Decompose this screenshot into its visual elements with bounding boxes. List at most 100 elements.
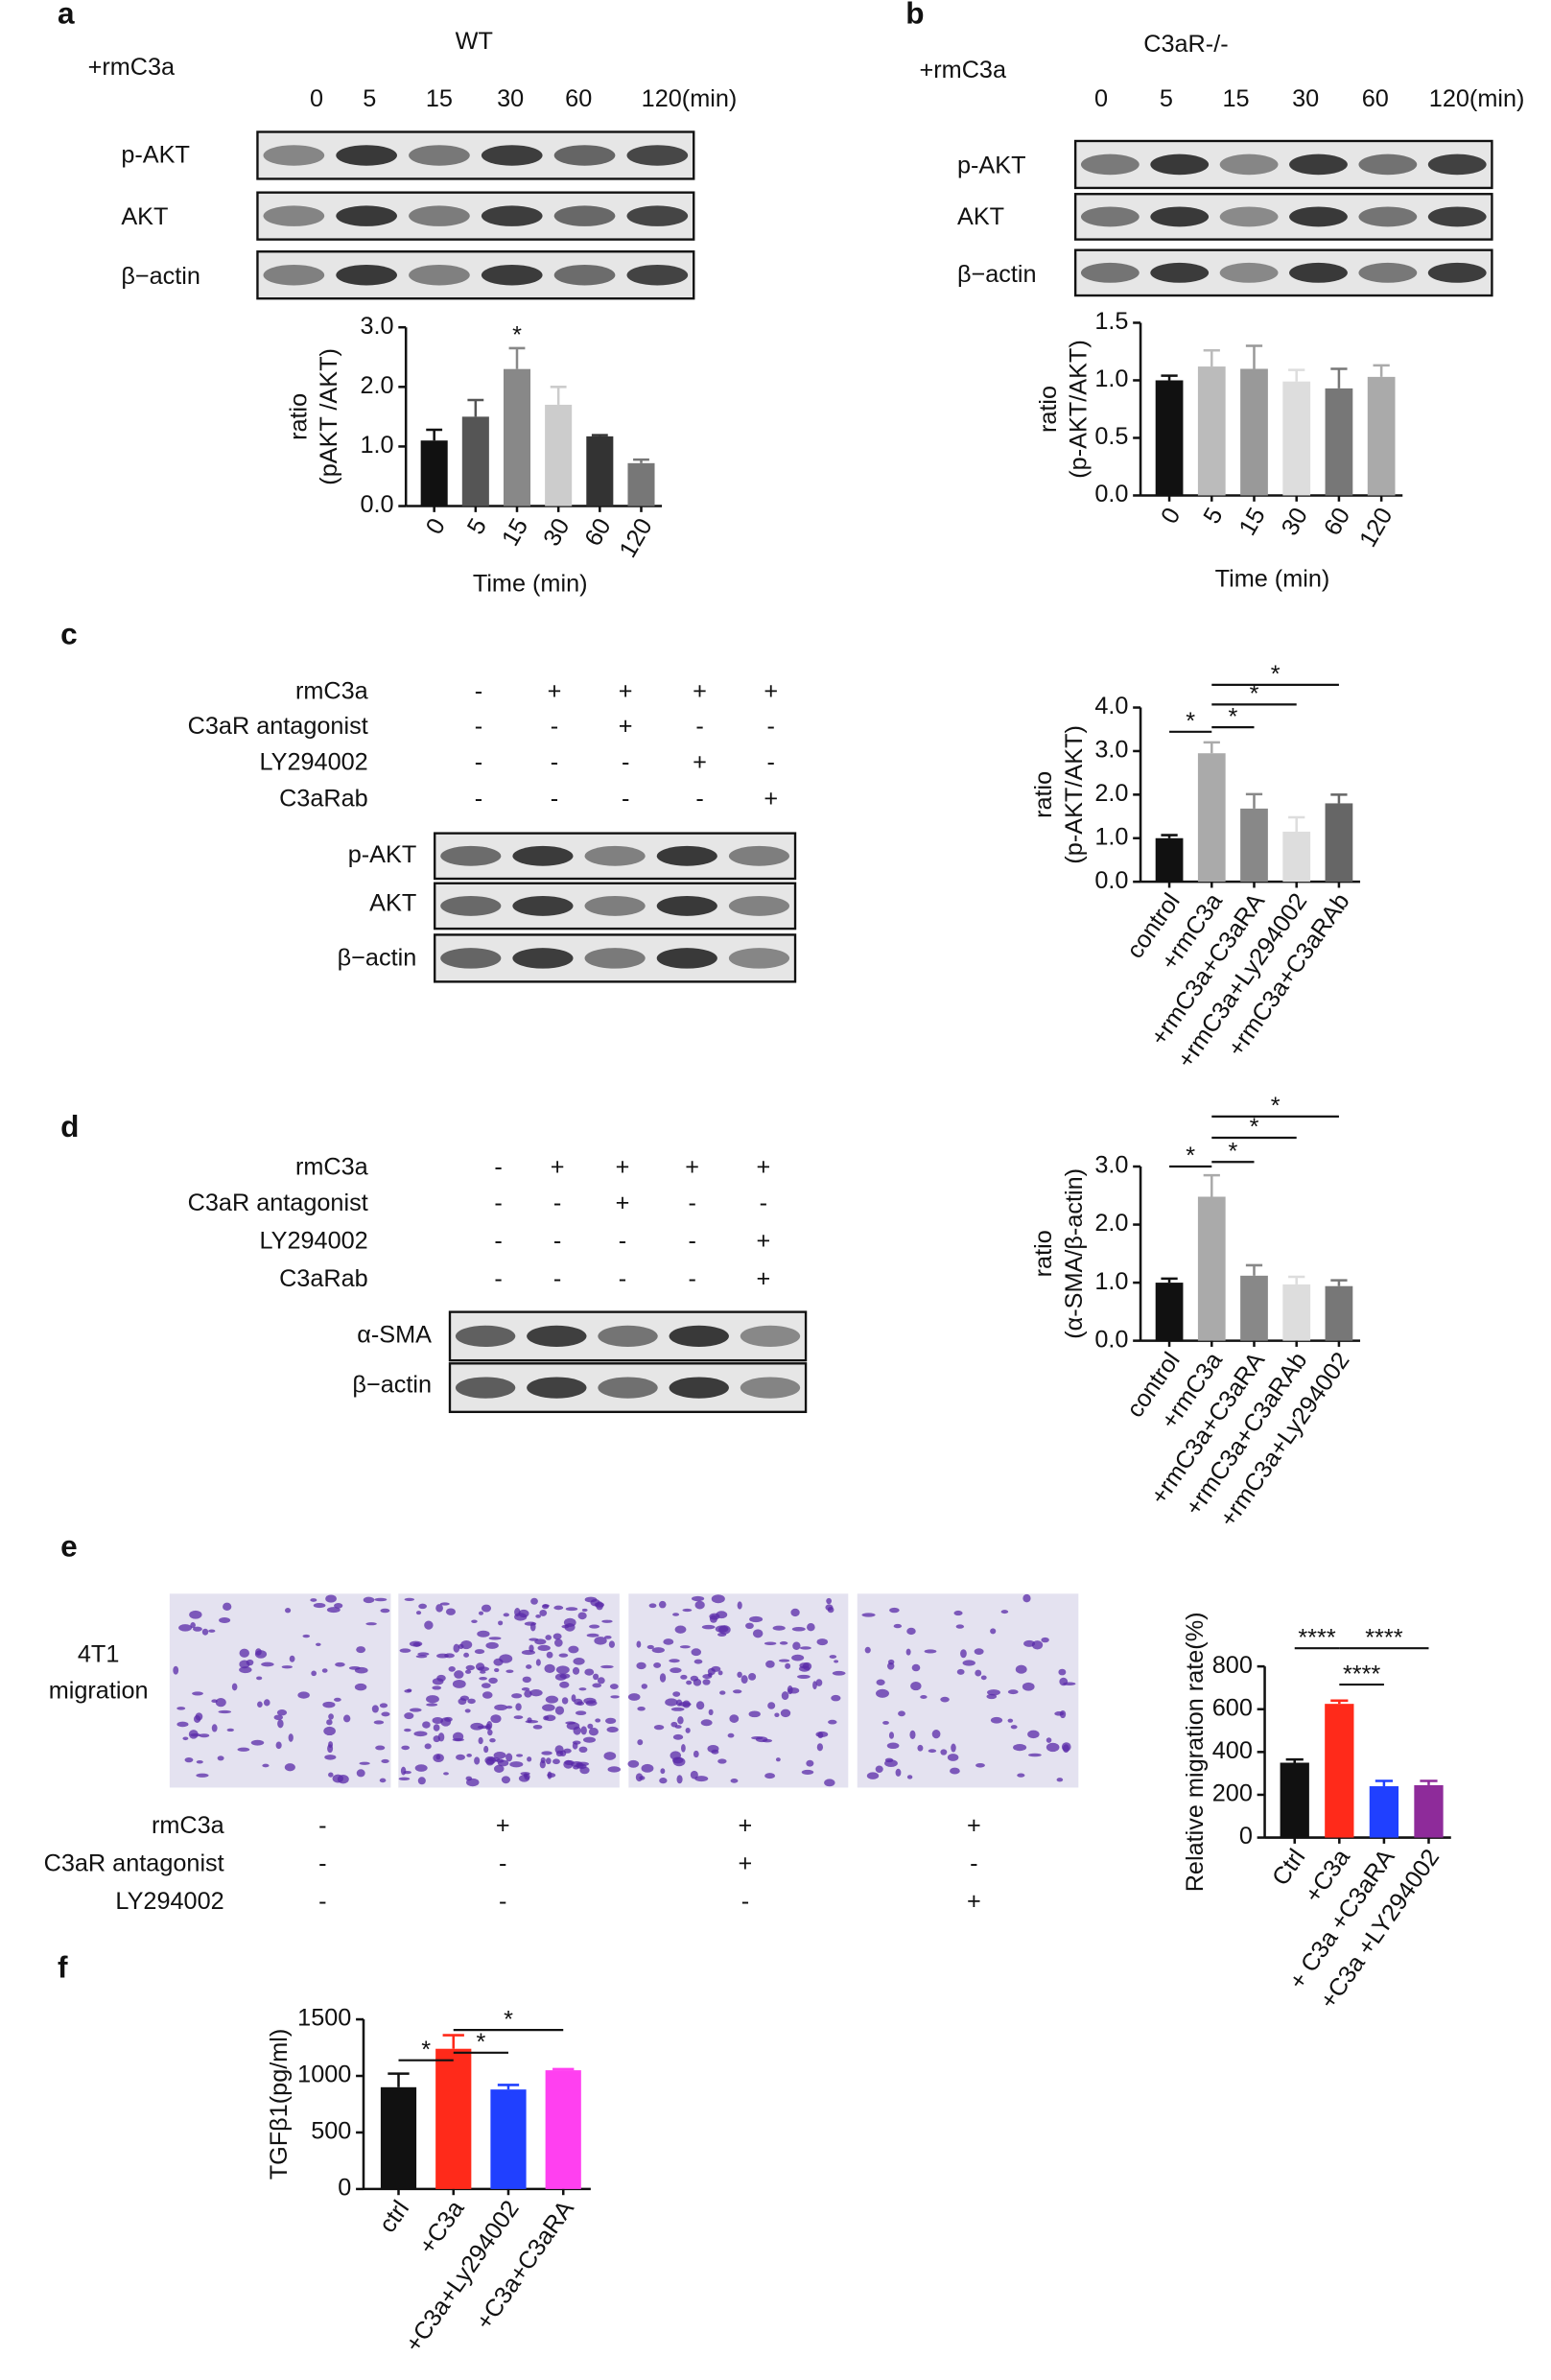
cell <box>522 1676 531 1684</box>
band <box>598 1377 658 1399</box>
cell <box>975 1763 985 1768</box>
band <box>626 205 689 226</box>
condition-sign: - <box>318 1888 326 1915</box>
cell <box>466 1754 472 1757</box>
cell <box>494 1704 508 1711</box>
cell <box>702 1679 711 1685</box>
significance-label: * <box>1271 1093 1281 1119</box>
bar <box>490 2089 527 2189</box>
cell <box>682 1700 691 1708</box>
y-tick-label: 0.0 <box>1094 1326 1128 1353</box>
cell <box>231 1683 238 1691</box>
cell <box>1007 1718 1014 1723</box>
cell <box>727 1732 735 1738</box>
cell <box>592 1683 602 1688</box>
panel-title: WT <box>456 28 493 55</box>
cell <box>354 1683 367 1691</box>
band <box>527 1377 587 1399</box>
y-axis-label: Relative migration rate(%) <box>1182 1612 1209 1892</box>
cell <box>489 1738 496 1743</box>
cell <box>801 1769 814 1775</box>
cell <box>529 1644 534 1653</box>
band <box>440 948 502 969</box>
cell <box>672 1613 680 1616</box>
cell <box>600 1664 614 1669</box>
cell <box>328 1772 334 1778</box>
cell <box>537 1644 551 1652</box>
cell <box>799 1646 811 1650</box>
cell <box>670 1667 682 1674</box>
cell <box>219 1617 231 1623</box>
band <box>512 845 574 866</box>
cell <box>359 1761 370 1765</box>
x-tick-label: 60 <box>1319 504 1355 540</box>
cell <box>682 1608 693 1613</box>
cell <box>610 1695 620 1699</box>
cell <box>792 1641 801 1650</box>
lane-label: 0 <box>1094 85 1108 112</box>
cell <box>326 1719 333 1726</box>
cell <box>530 1597 538 1605</box>
cell <box>1010 1725 1018 1730</box>
cell <box>594 1637 607 1645</box>
lane-label: 30 <box>1292 85 1319 112</box>
cell <box>371 1705 379 1713</box>
x-tick-label: 5 <box>462 514 492 539</box>
band <box>1080 153 1140 176</box>
cell <box>568 1645 579 1654</box>
cell <box>398 1777 411 1781</box>
panel-letter: d <box>60 1109 79 1143</box>
band <box>440 845 502 866</box>
cell <box>791 1654 805 1661</box>
y-tick-label: 0.0 <box>360 491 393 518</box>
cell <box>542 1704 555 1711</box>
cell <box>581 1608 588 1613</box>
cell <box>321 1668 328 1673</box>
cell <box>582 1736 597 1743</box>
cell <box>448 1666 456 1672</box>
cell <box>764 1773 776 1779</box>
cell <box>980 1675 987 1681</box>
cell <box>570 1761 583 1767</box>
band <box>1219 153 1279 176</box>
cell <box>898 1710 905 1717</box>
cell <box>488 1637 502 1640</box>
y-axis-label: ratio <box>1035 386 1062 433</box>
cell <box>460 1639 473 1650</box>
cell <box>635 1773 644 1782</box>
lane-label: 30 <box>497 85 524 112</box>
cell <box>876 1688 889 1698</box>
cell <box>573 1657 585 1665</box>
cell <box>775 1757 781 1762</box>
cell <box>250 1739 265 1746</box>
band <box>1150 262 1210 283</box>
band <box>263 264 325 286</box>
band <box>1289 153 1348 176</box>
cell <box>239 1660 250 1669</box>
cell <box>575 1710 587 1716</box>
condition-sign: - <box>551 713 558 740</box>
cell <box>950 1767 960 1775</box>
cell <box>322 1701 336 1708</box>
band <box>740 1377 801 1399</box>
cell <box>310 1598 317 1602</box>
cell <box>529 1689 543 1697</box>
band <box>1427 206 1487 227</box>
cell <box>316 1642 321 1646</box>
cell <box>681 1743 686 1753</box>
blot <box>256 130 695 180</box>
cell <box>226 1728 234 1732</box>
band <box>1358 206 1418 227</box>
band-label: AKT <box>957 203 1004 230</box>
cell <box>546 1651 553 1659</box>
cell <box>313 1603 326 1609</box>
cell <box>201 1628 209 1636</box>
cell <box>816 1743 824 1752</box>
condition-sign: - <box>551 749 558 776</box>
band-label: AKT <box>369 890 416 917</box>
y-tick-label: 1500 <box>297 2005 351 2032</box>
cell <box>729 1714 740 1723</box>
cell <box>691 1595 705 1602</box>
significance-label: * <box>512 321 522 348</box>
band-label: β−actin <box>121 263 200 290</box>
